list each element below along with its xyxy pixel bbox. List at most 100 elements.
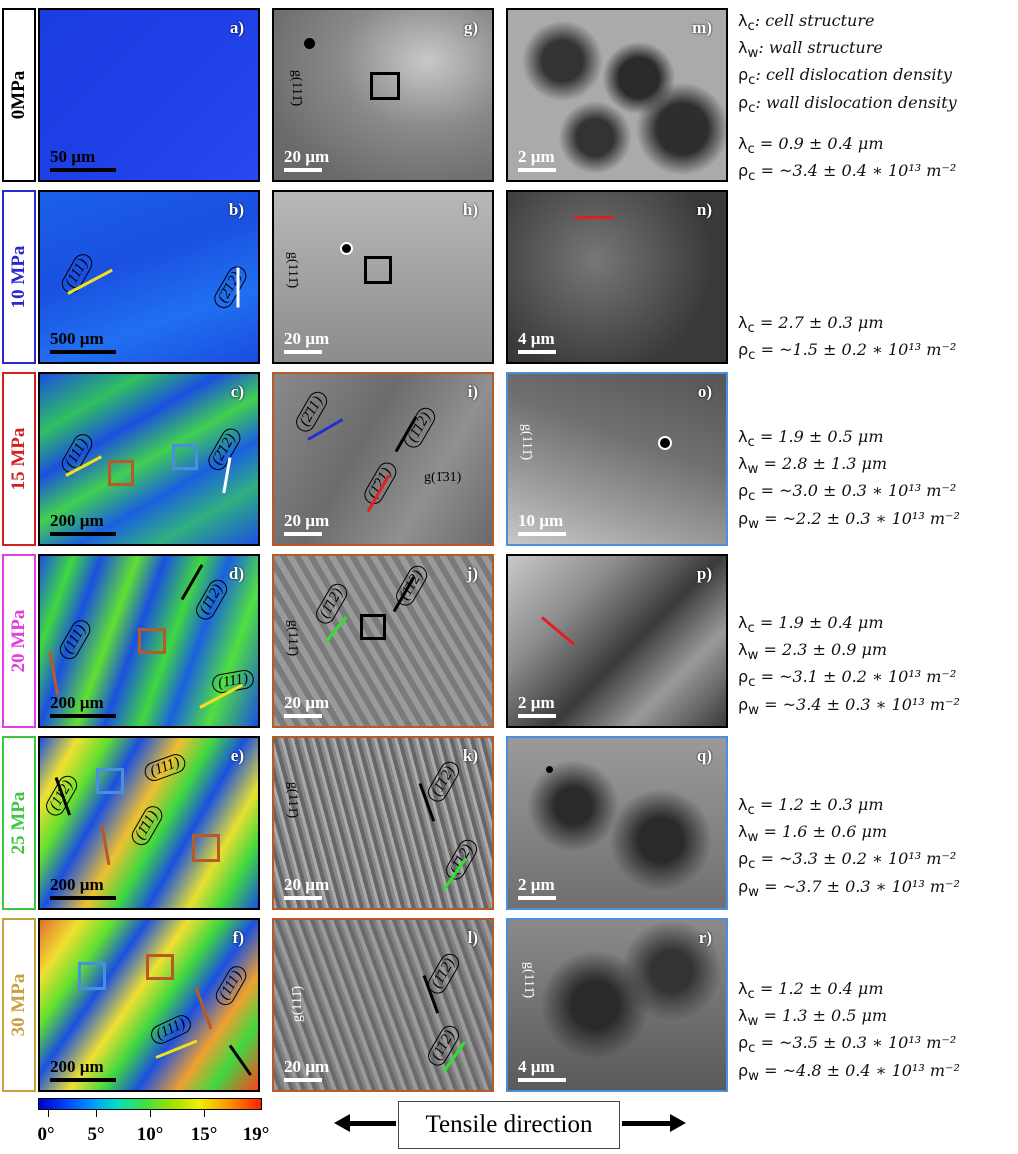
scale-bar: 20 µm [284, 1057, 329, 1082]
note-line: ρc = ~3.5 ± 0.3 ∗ 10¹³ m⁻² [738, 1033, 957, 1057]
note-line: λc = 1.9 ± 0.5 μm [738, 427, 884, 451]
panel-letter: c) [230, 382, 244, 401]
ebsd-map-e: (11̄2) (111) (1̄11) e) 200 µm [38, 736, 260, 910]
ebsd-map-a: a) 50 µm [38, 8, 260, 182]
ebsd-image [40, 738, 258, 908]
scale-bar: 20 µm [284, 511, 329, 536]
note-line: λc = 1.9 ± 0.4 μm [738, 613, 884, 637]
scale-bar: 20 µm [284, 875, 329, 900]
notes-row-30mpa: λc = 1.2 ± 0.4 μm λw = 1.3 ± 0.5 μm ρc =… [738, 978, 960, 1087]
scale-bar: 200 µm [50, 1057, 116, 1082]
stem-image [508, 738, 726, 908]
notes-row-15mpa: λc = 1.9 ± 0.5 μm λw = 2.8 ± 1.3 μm ρc =… [738, 426, 960, 535]
note-line: ρc = ~3.1 ± 0.2 ∗ 10¹³ m⁻² [738, 667, 957, 691]
tem-image-h: g(111̄) h) 20 µm [272, 190, 494, 364]
tem-image [274, 556, 492, 726]
note-line: ρw = ~3.4 ± 0.3 ∗ 10¹³ m⁻² [738, 694, 960, 718]
tem-image-g: g(111̄) g) 20 µm [272, 8, 494, 182]
colorbar-tick [48, 1109, 49, 1117]
g-vector-label: g(1̄31) [424, 470, 462, 485]
tem-image-j: g(111̄) (1̄12) (1̄12) j) 20 µm [272, 554, 494, 728]
g-vector-label: g(111̄) [285, 619, 301, 657]
panel-letter: i) [467, 382, 478, 401]
right-arrow-shaft [622, 1121, 670, 1126]
note-line: λc = 2.7 ± 0.3 μm [738, 313, 884, 337]
note-line: λw = 2.3 ± 0.9 μm [738, 640, 888, 664]
stem-image-m: m) 2 µm [506, 8, 728, 182]
scale-bar: 20 µm [284, 147, 329, 172]
panel-letter: m) [692, 18, 712, 37]
stem-image [508, 192, 726, 362]
ebsd-map-b: (111) (2̄12) b) 500 µm [38, 190, 260, 364]
g-vector-label: g(111̄) [285, 251, 301, 289]
note-line: λw = 1.3 ± 0.5 μm [738, 1006, 888, 1030]
colorbar-tick [96, 1109, 97, 1117]
region-box [146, 954, 174, 980]
row-label-25mpa: 25 MPa [2, 736, 36, 910]
colorbar-label: 0° [37, 1124, 55, 1145]
zoom-box [370, 72, 400, 100]
scale-bar: 4 µm [518, 1057, 566, 1082]
panel-letter: q) [696, 746, 712, 765]
tem-image [274, 192, 492, 362]
g-vector-label: g(111̄) [519, 423, 535, 461]
tem-image-i: (2̄11) (1̄12) (1̄21) g(1̄31) i) 20 µm [272, 372, 494, 546]
stem-image [508, 556, 726, 726]
stem-image-n: n) 4 µm [506, 190, 728, 364]
note-line: ρc: wall dislocation density [738, 92, 957, 116]
scale-bar: 200 µm [50, 875, 116, 900]
panel-letter: d) [228, 564, 244, 583]
left-arrow-shaft [348, 1121, 396, 1126]
note-line: λc = 1.2 ± 0.3 μm [738, 795, 884, 819]
row-label-10mpa: 10 MPa [2, 190, 36, 364]
ebsd-image [40, 920, 258, 1090]
scale-bar: 4 µm [518, 329, 556, 354]
note-line: λw = 1.6 ± 0.6 μm [738, 822, 888, 846]
stem-image-q: q) 2 µm [506, 736, 728, 910]
note-line: ρw = ~2.2 ± 0.3 ∗ 10¹³ m⁻² [738, 508, 960, 532]
panel-letter: j) [466, 564, 478, 583]
stem-image [508, 10, 726, 180]
region-box [108, 460, 134, 486]
panel-letter: h) [462, 200, 478, 219]
trace-line [236, 267, 240, 308]
note-line: ρc: cell dislocation density [738, 65, 952, 89]
g-vector-label: g(111̄) [289, 69, 305, 107]
notes-row-20mpa: λc = 1.9 ± 0.4 μm λw = 2.3 ± 0.9 μm ρc =… [738, 612, 960, 721]
colorbar-label: 10° [136, 1124, 164, 1145]
region-box [192, 834, 220, 862]
note-line: ρc = ~3.0 ± 0.3 ∗ 10¹³ m⁻² [738, 481, 957, 505]
stem-image-r: g(111̄) r) 4 µm [506, 918, 728, 1092]
zoom-box [360, 614, 386, 640]
ebsd-image [40, 10, 258, 180]
g-vector-label: g(111̄) [521, 961, 537, 999]
panel-letter: l) [467, 928, 478, 947]
tensile-direction-label: Tensile direction [398, 1101, 620, 1149]
notes-row-25mpa: λc = 1.2 ± 0.3 μm λw = 1.6 ± 0.6 μm ρc =… [738, 794, 960, 903]
colorbar-label: 19° [242, 1124, 270, 1145]
note-line: ρw = ~4.8 ± 0.4 ∗ 10¹³ m⁻² [738, 1060, 960, 1084]
g-vector-label: g(111̄) [290, 985, 306, 1023]
scale-bar: 2 µm [518, 693, 556, 718]
panel-letter: o) [697, 382, 712, 401]
region-box [78, 962, 106, 990]
note-line: ρc = ~3.3 ± 0.2 ∗ 10¹³ m⁻² [738, 849, 957, 873]
panel-letter: p) [696, 564, 712, 583]
notes-row-0mpa: λc: cell structure λw: wall structure ρc… [738, 10, 957, 187]
tem-image [274, 738, 492, 908]
right-arrow-head [670, 1114, 686, 1132]
panel-letter: r) [698, 928, 712, 947]
region-box [138, 628, 166, 654]
note-line: ρw = ~3.7 ± 0.3 ∗ 10¹³ m⁻² [738, 876, 960, 900]
g-vector-label: g(111̄) [285, 781, 301, 819]
scale-bar: 10 µm [518, 511, 566, 536]
region-box [96, 768, 124, 794]
region-box [172, 444, 198, 470]
scale-bar: 200 µm [50, 693, 116, 718]
scale-bar: 20 µm [284, 329, 329, 354]
colorbar-tick [150, 1109, 151, 1117]
void-dot [658, 436, 672, 450]
void-dot [340, 242, 353, 255]
left-arrow-head [334, 1114, 350, 1132]
panel-letter: n) [696, 200, 712, 219]
